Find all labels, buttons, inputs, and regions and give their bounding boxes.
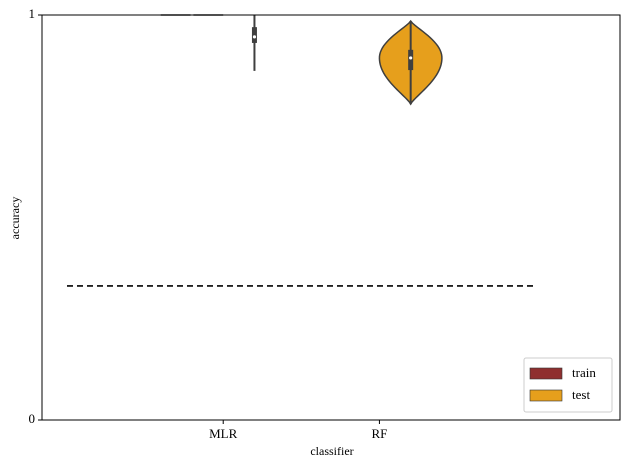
y-axis-label: accuracy xyxy=(8,197,22,240)
x-axis-label: classifier xyxy=(310,444,353,458)
median xyxy=(409,56,413,60)
box xyxy=(251,27,257,43)
median xyxy=(252,35,257,39)
legend-label: train xyxy=(572,365,596,380)
y-tick-label: 0 xyxy=(29,411,36,426)
legend-label: test xyxy=(572,387,590,402)
box xyxy=(408,49,414,71)
x-tick-label: MLR xyxy=(209,426,238,441)
legend-box xyxy=(523,357,613,413)
y-tick-label: 1 xyxy=(29,6,36,21)
legend-swatch xyxy=(529,389,563,402)
plot-frame xyxy=(41,14,621,421)
x-tick-label: RF xyxy=(371,426,387,441)
legend-swatch xyxy=(529,367,563,380)
